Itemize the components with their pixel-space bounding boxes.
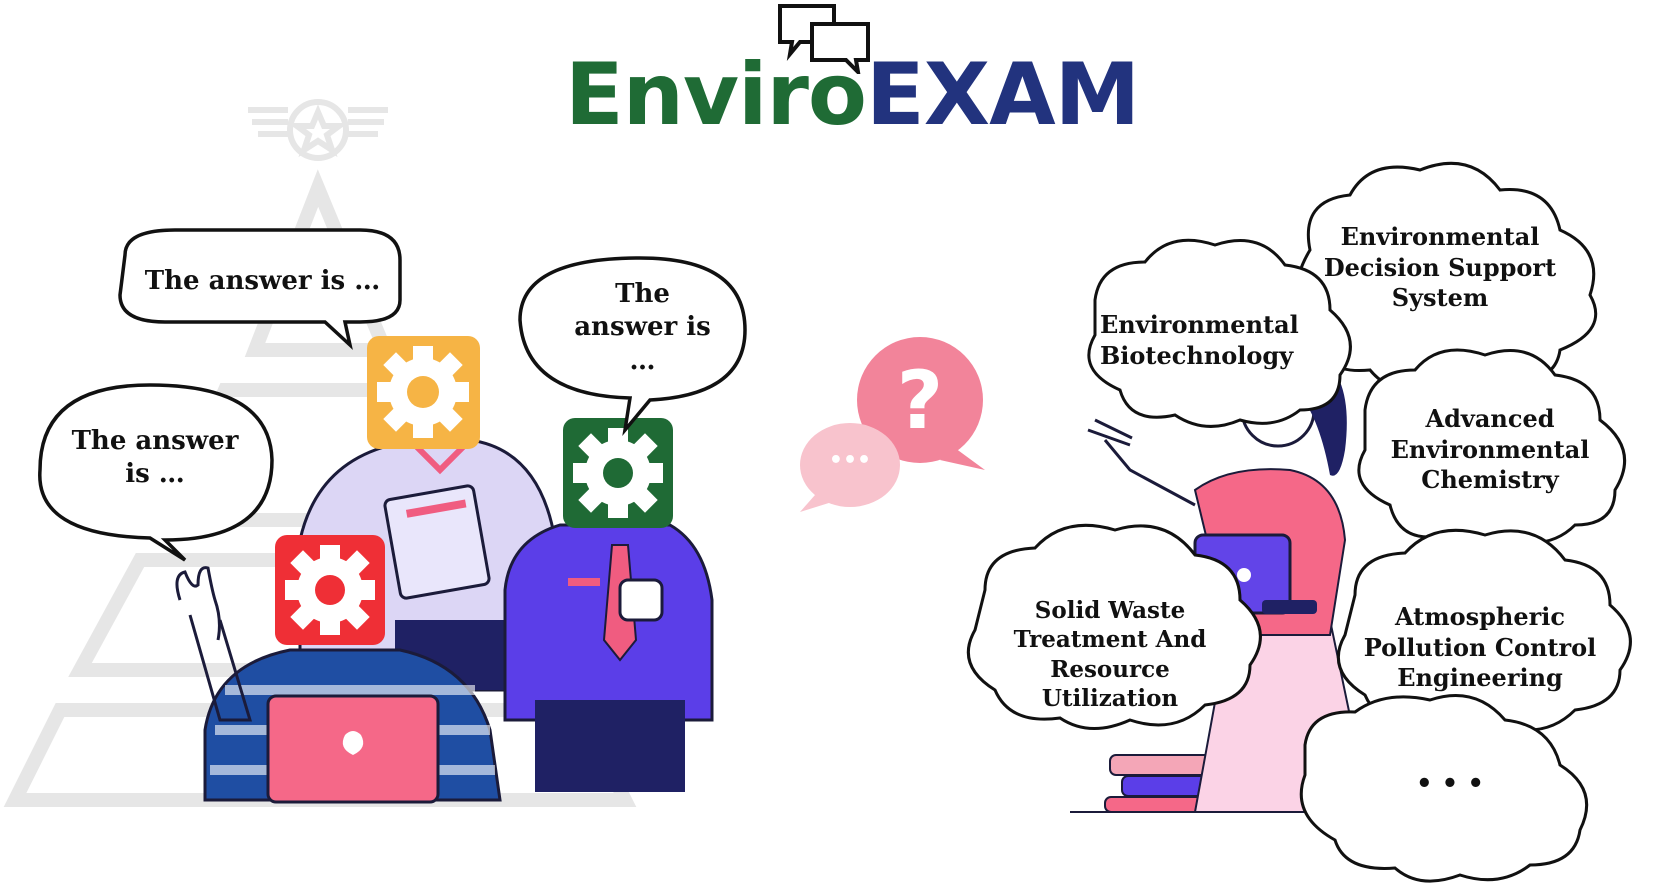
topic-label-dss: Environmental Decision Support System xyxy=(1320,222,1560,314)
speech-text-1: The answer is … xyxy=(130,265,395,298)
topic-label-more: • • • xyxy=(1390,768,1510,801)
student-back xyxy=(298,437,557,692)
logo-exam: EXAM xyxy=(866,45,1140,145)
question-bubble-icon xyxy=(857,337,985,470)
yellow-gear-avatar xyxy=(367,336,480,449)
topic-waste-line3: Resource Utilization xyxy=(1041,655,1179,713)
topic-biotech-line1: Environmental xyxy=(1100,310,1299,339)
topic-label-solid-waste: Solid Waste Treatment And Resource Utili… xyxy=(985,596,1235,714)
speech-bubble-1 xyxy=(118,228,402,351)
topic-label-biotech: Environmental Biotechnology xyxy=(1100,310,1299,371)
topic-chem-line2: Environmental xyxy=(1390,434,1590,464)
topic-atm-line1: Atmospheric xyxy=(1394,602,1566,631)
topic-more-line1: • • • xyxy=(1416,769,1484,799)
speech-text-3-line1: The xyxy=(615,279,670,309)
topic-chem-line3: Chemistry xyxy=(1421,465,1559,495)
topic-cloud-dss xyxy=(1294,161,1598,396)
laurel-star-icon xyxy=(248,99,388,161)
topic-dss-line3: System xyxy=(1391,283,1489,313)
question-mark: ? xyxy=(896,354,944,447)
speech-text-1-line1: The answer is … xyxy=(144,266,381,296)
topic-atm-line2: Pollution Control xyxy=(1363,632,1597,662)
red-gear-avatar xyxy=(275,535,385,645)
topic-dss-line2: Decision Support xyxy=(1323,252,1557,282)
ellipsis-mark: ••• xyxy=(828,448,872,473)
speech-text-2-line1: The answer xyxy=(71,426,239,456)
ellipsis-bubble-icon xyxy=(800,423,900,512)
speech-text-3: The answer is … xyxy=(540,278,745,378)
topic-cloud-more xyxy=(1299,694,1589,883)
student-front xyxy=(175,566,502,804)
speech-text-3-line2: answer is xyxy=(574,312,711,343)
chat-bubbles-icon xyxy=(778,4,870,74)
speech-text-2: The answer is … xyxy=(55,425,255,492)
topic-waste-line1: Solid Waste xyxy=(1034,597,1186,624)
logo-enviro: Enviro xyxy=(565,45,867,145)
topic-cloud-solid-waste xyxy=(966,523,1262,730)
speech-bubble-3 xyxy=(518,256,747,436)
speech-text-3-line3: … xyxy=(629,345,656,376)
topic-cloud-chemistry xyxy=(1357,348,1627,548)
topic-atm-line3: Engineering xyxy=(1397,663,1563,693)
topic-biotech-line2: Biotechnology xyxy=(1100,340,1294,370)
topic-dss-line1: Environmental xyxy=(1340,222,1540,251)
topic-cloud-biotech xyxy=(1087,238,1352,428)
topic-chem-line1: Advanced xyxy=(1425,404,1555,433)
topic-label-atmospheric: Atmospheric Pollution Control Engineerin… xyxy=(1360,602,1600,694)
topic-waste-line2: Treatment And xyxy=(1013,626,1207,654)
student-right xyxy=(503,523,714,792)
enviroexam-logo: EnviroEXAM xyxy=(565,52,1140,138)
speech-bubble-2 xyxy=(38,383,274,562)
speech-text-2-line2: is … xyxy=(125,459,185,490)
topic-label-chemistry: Advanced Environmental Chemistry xyxy=(1380,404,1600,496)
green-gear-avatar xyxy=(563,418,673,528)
